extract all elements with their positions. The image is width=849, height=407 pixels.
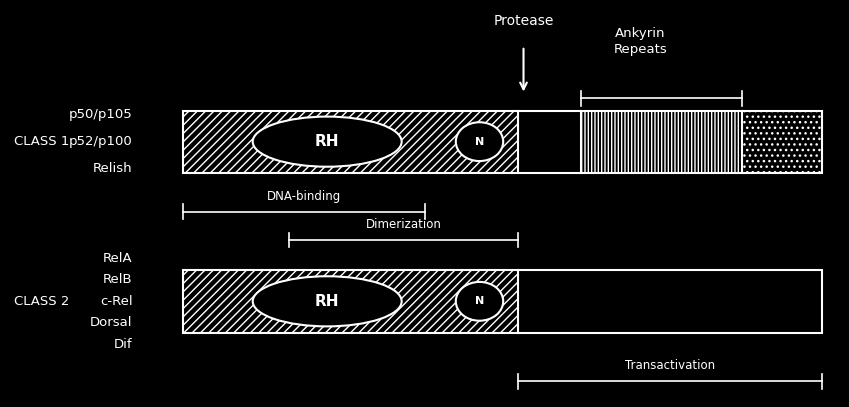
Ellipse shape [456,282,503,321]
Text: RelA: RelA [103,252,132,265]
Bar [183,270,822,333]
Text: Relish: Relish [93,162,132,175]
Bar [183,111,822,173]
Ellipse shape [253,276,402,326]
Text: Dimerization: Dimerization [365,218,441,231]
Text: RelB: RelB [103,274,132,287]
Bar [183,111,518,173]
Bar [183,111,822,173]
Text: RH: RH [315,294,340,309]
Bar [581,111,742,173]
Text: Ankyrin
Repeats: Ankyrin Repeats [614,27,667,56]
Text: Protease: Protease [493,13,554,28]
Text: p52/p100: p52/p100 [69,135,132,148]
Text: RH: RH [315,134,340,149]
Text: CLASS 1: CLASS 1 [14,135,70,148]
Bar [183,270,822,333]
Text: p50/p105: p50/p105 [69,108,132,121]
Ellipse shape [253,116,402,167]
Text: c-Rel: c-Rel [100,295,132,308]
Text: Dorsal: Dorsal [90,316,132,329]
Text: Dif: Dif [114,338,132,351]
Text: CLASS 2: CLASS 2 [14,295,70,308]
Bar [183,270,518,333]
Text: N: N [475,137,484,147]
Bar [742,111,822,173]
Text: DNA-binding: DNA-binding [267,190,341,203]
Ellipse shape [456,122,503,161]
Text: Transactivation: Transactivation [625,359,715,372]
Text: N: N [475,296,484,306]
